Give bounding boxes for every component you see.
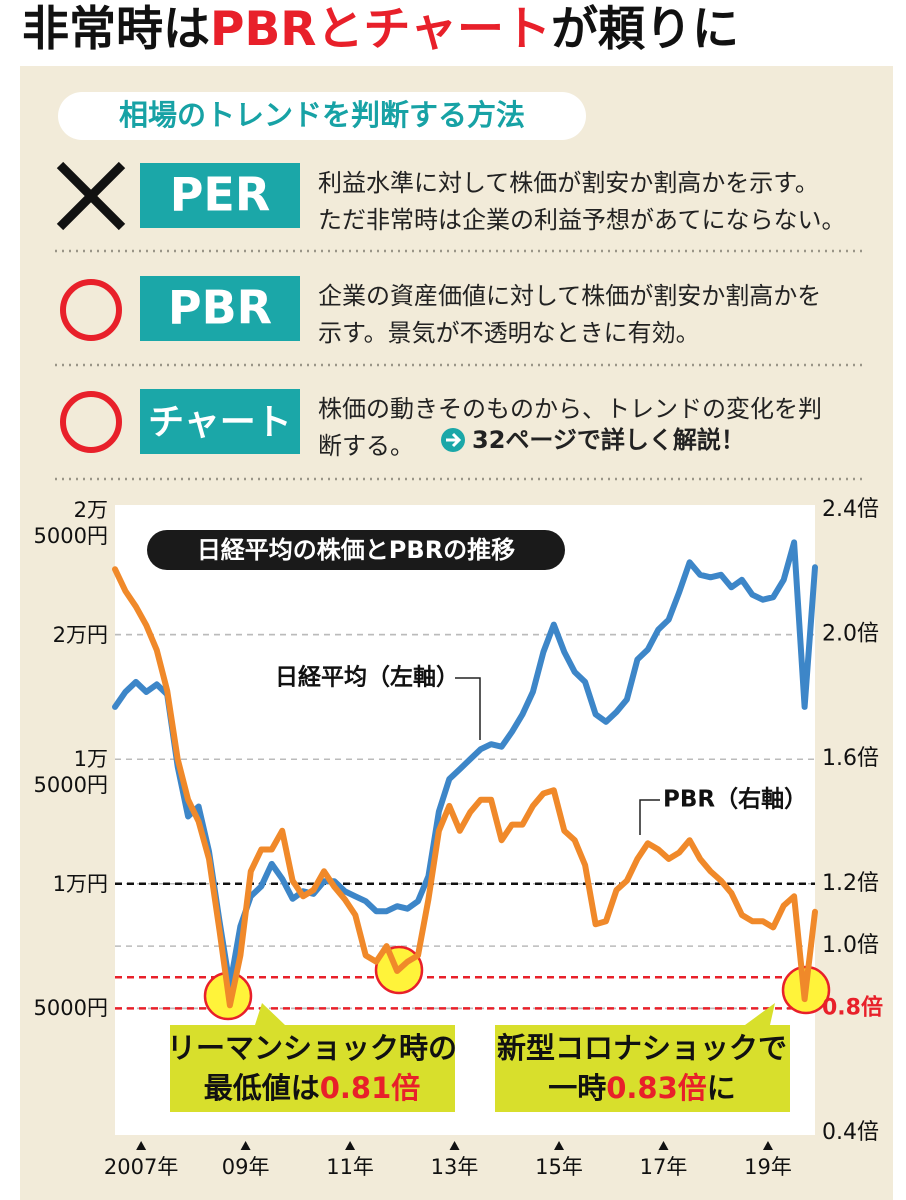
leader-line: [455, 677, 481, 740]
x-tick-label: 19年: [744, 1155, 792, 1179]
title-part: が頼りに: [551, 2, 739, 57]
heading-pill: [58, 92, 586, 140]
label: PBR: [168, 281, 272, 335]
link[interactable]: 32ページで詳しく解説！: [472, 426, 745, 454]
y2-tick-label: 1.0倍: [822, 933, 879, 958]
series-label: 日経平均（左軸）: [275, 664, 459, 691]
series-label: PBR（右軸）: [663, 786, 807, 813]
annotation-part: 一時: [548, 1071, 606, 1105]
label: PER: [170, 168, 271, 222]
annotation: リーマンショック時の: [167, 1031, 457, 1065]
x-tick-label: 15年: [535, 1155, 583, 1179]
x-tick-mark: [136, 1141, 147, 1150]
circle-icon: [60, 391, 122, 453]
arrow-icon: [446, 432, 462, 448]
x-tick-label: 11年: [326, 1155, 374, 1179]
title: 非常時はPBRとチャートが頼りに: [22, 2, 739, 57]
label-box: [140, 276, 300, 341]
annotation-part: に: [707, 1071, 736, 1105]
leader-line: [639, 799, 660, 835]
annotation: 新型コロナショックで: [497, 1031, 787, 1065]
callouts: [170, 1003, 790, 1112]
series-line: [112, 566, 818, 1009]
heading: 相場のトレンドを判断する方法: [119, 98, 525, 132]
x-tick-mark: [345, 1141, 356, 1150]
y-tick-label: 2万 5000円: [33, 498, 108, 548]
callout-box: [495, 1003, 790, 1112]
description: 株価の動きそのものから、トレンドの変化を判: [318, 395, 822, 423]
annotation: 一時0.83倍に: [548, 1071, 736, 1105]
y-tick-label: 5000円: [33, 996, 108, 1021]
x-tick-label: 13年: [431, 1155, 479, 1179]
y2-tick-label: 0.8倍: [822, 994, 883, 1020]
y2-tick-label: 0.4倍: [822, 1120, 879, 1145]
description: 断する。: [318, 432, 414, 460]
label-box: [140, 389, 300, 454]
x-tick-mark: [554, 1141, 565, 1150]
annotation-part: 最低値は: [204, 1071, 320, 1105]
x-tick-label: 17年: [640, 1155, 688, 1179]
description: 示す。景気が不透明なときに有効。: [318, 319, 700, 347]
description: ただ非常時は企業の利益予想があてにならない。: [318, 206, 846, 234]
y-tick-label: 2万円: [52, 622, 108, 647]
series-lines: [112, 539, 818, 1009]
title-part: 非常時は: [22, 2, 210, 57]
overlay: 0.4倍 0.8倍 1.0倍 1.2倍 1.6倍 2.0倍 2.4倍 2007年 09年 11年 1…: [104, 497, 883, 1179]
annotation-part: 0.81倍: [320, 1071, 421, 1105]
x-tick-label: 09年: [222, 1155, 270, 1179]
y2-tick-label: 1.2倍: [822, 871, 879, 896]
y-tick-label: 1万円: [52, 871, 108, 896]
annotation-part: リーマンショック時の: [167, 1031, 457, 1065]
grid: [115, 633, 815, 1010]
title-part: PBRとチャート: [210, 2, 551, 57]
annotation-part: 0.83倍: [606, 1071, 707, 1105]
callout-box: [170, 1003, 455, 1112]
description: 企業の資産価値に対して株価が割安か割高かを: [318, 282, 821, 310]
y2-tick-label: 2.0倍: [822, 622, 879, 647]
x-tick-mark: [762, 1141, 773, 1150]
chart-title: 日経平均の株価とPBRの推移: [197, 536, 515, 564]
series-line: [112, 539, 818, 989]
y-tick-label: 1万 5000円: [33, 747, 108, 798]
x-tick-label: 2007年: [104, 1155, 178, 1179]
x-tick-mark: [240, 1141, 251, 1150]
label-box: [140, 163, 300, 228]
description: 利益水準に対して株価が割安か割高かを示す。: [318, 169, 819, 197]
label: チャート: [148, 402, 292, 443]
x-tick-mark: [449, 1141, 460, 1150]
x-tick-mark: [658, 1141, 669, 1150]
cross-icon: [56, 161, 126, 231]
chart-title-pill: [147, 530, 565, 570]
y2-tick-label: 1.6倍: [822, 746, 879, 771]
circle-icon: [60, 279, 122, 341]
annotation: 最低値は0.81倍: [204, 1071, 421, 1105]
annotation-part: 新型コロナショックで: [497, 1031, 787, 1065]
y2-tick-label: 2.4倍: [822, 497, 879, 522]
